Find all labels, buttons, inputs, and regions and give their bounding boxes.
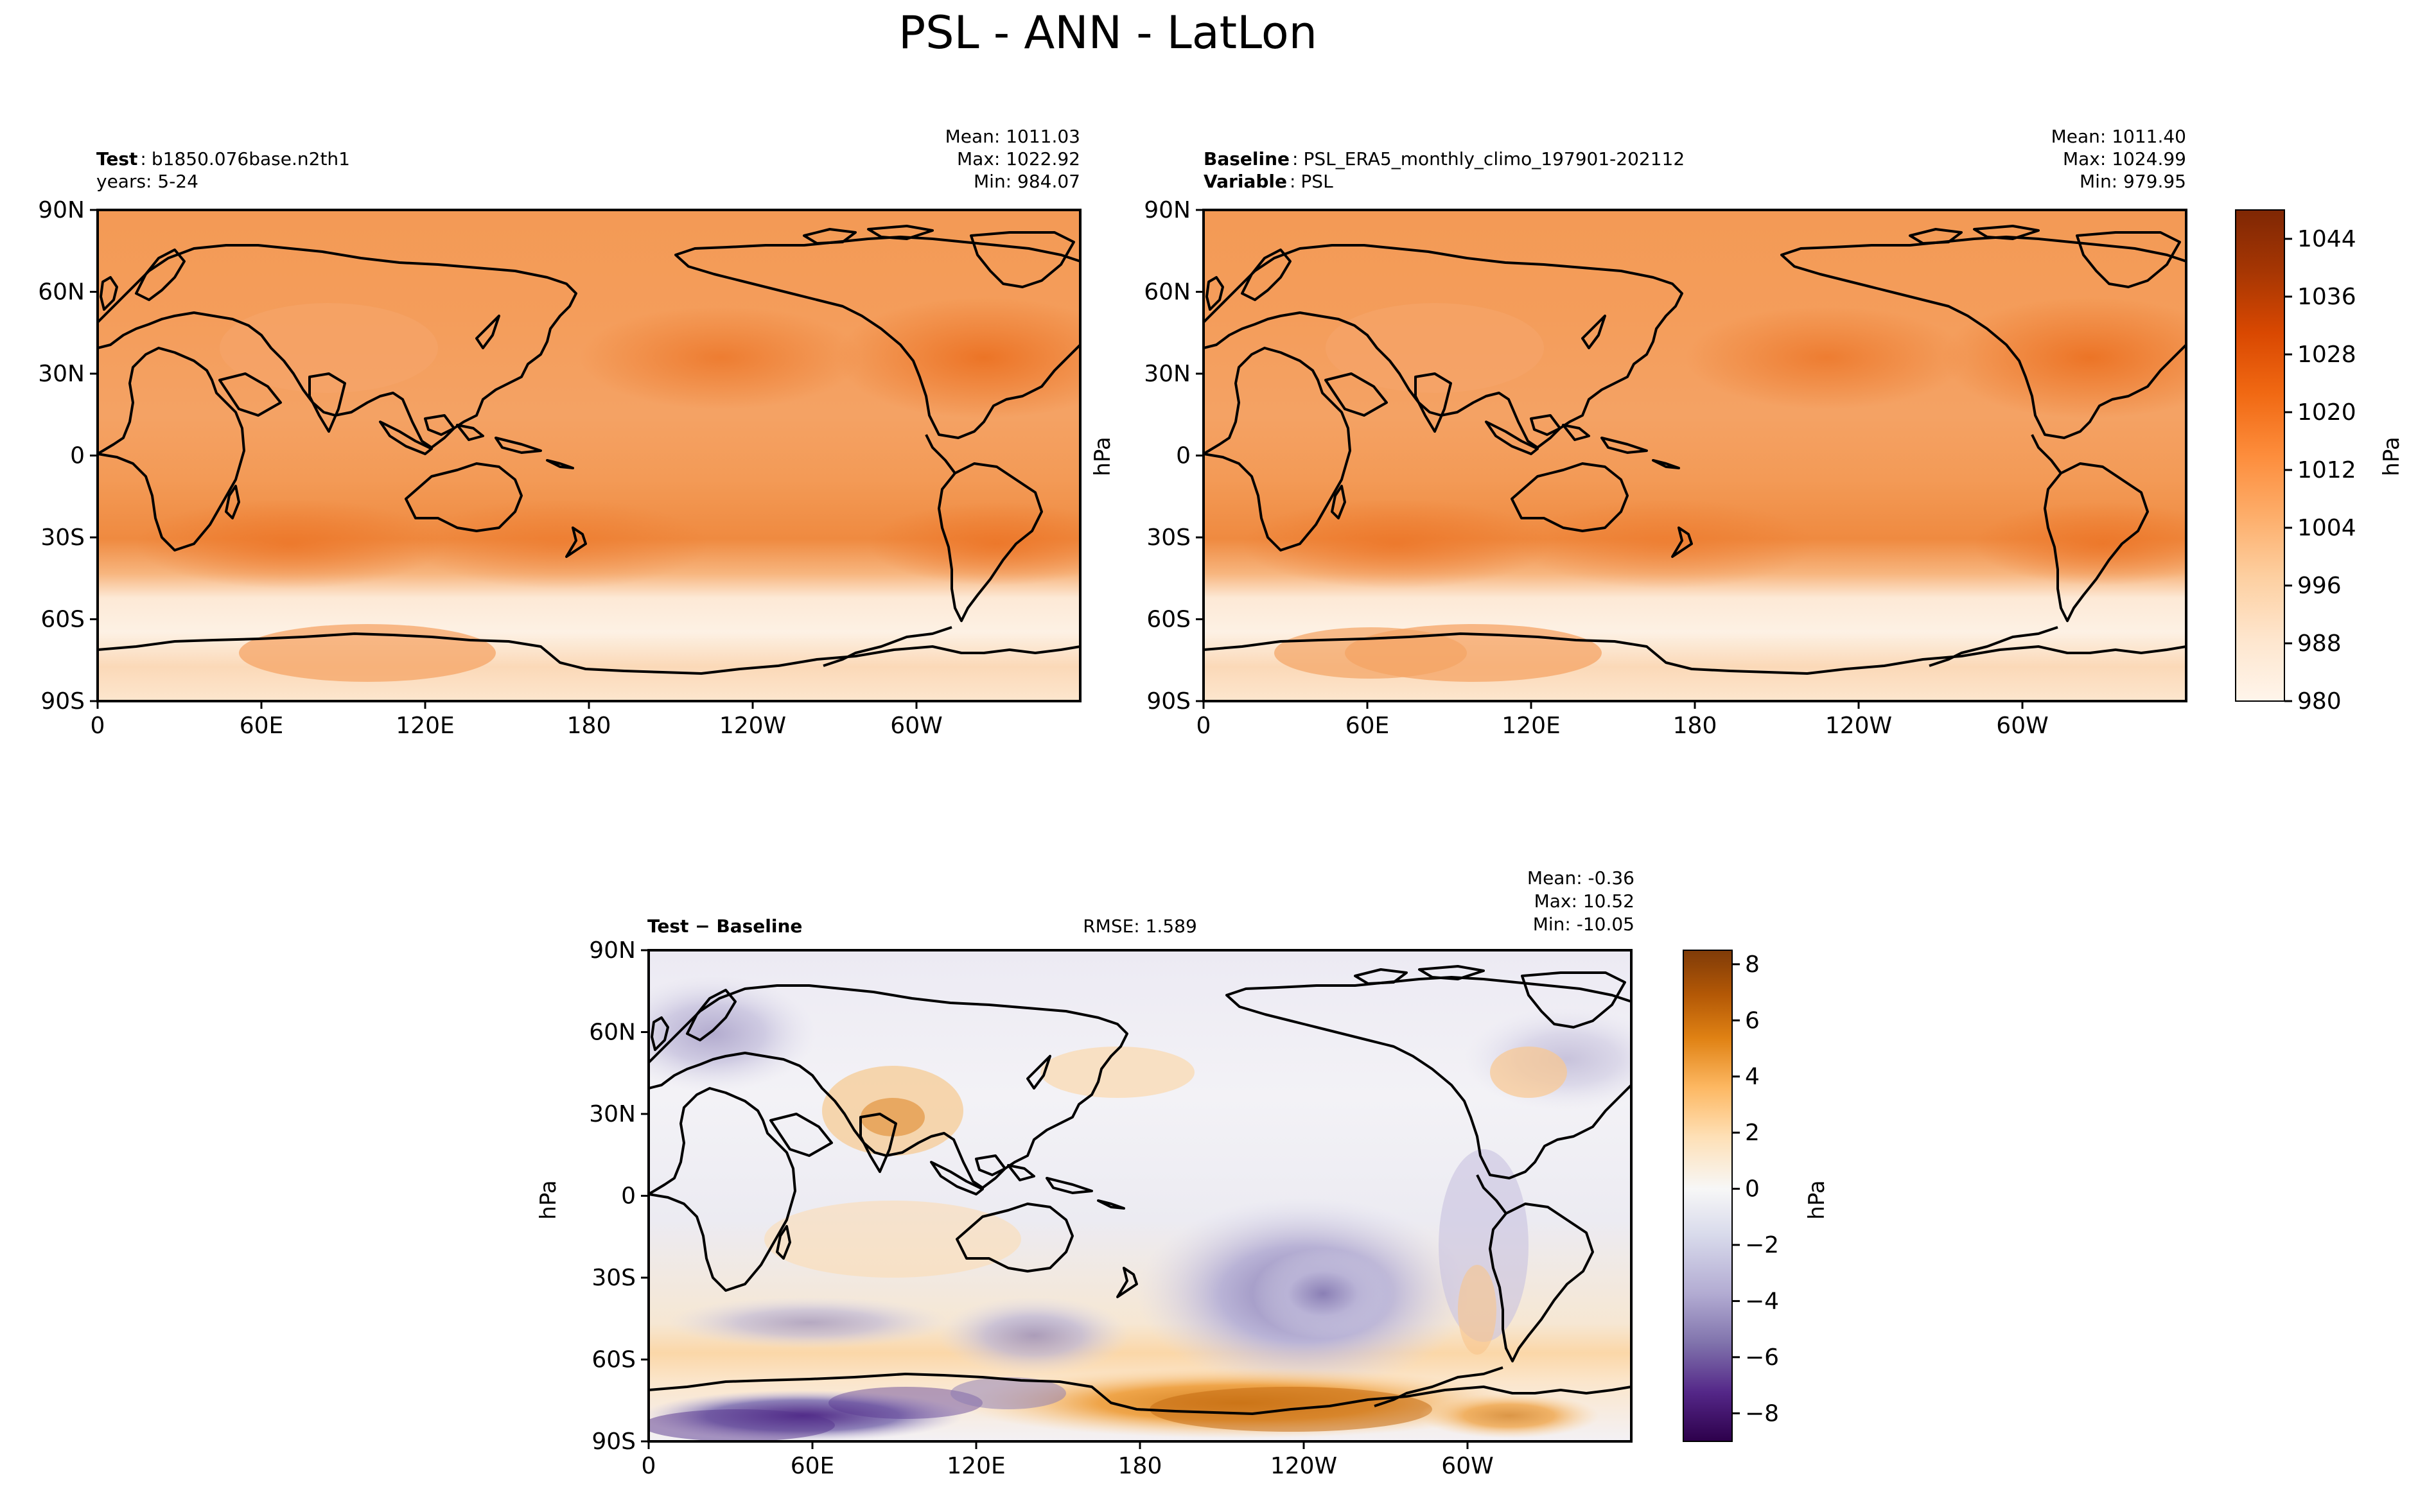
colorbar-absolute-label: hPa [2379, 437, 2405, 476]
xtick-label: 0 [1196, 713, 1211, 739]
colorbar-tick-label: 2 [1745, 1120, 1760, 1146]
xtick-label: 120W [719, 713, 786, 739]
panel-test-label-text: b1850.076base.n2th1 [152, 148, 350, 169]
ytick-label: 30N [589, 1101, 636, 1127]
panel-test-axes: 0 60E 120E 180 120W 60W 90N 60N 30N 0 30S 60S 90S [38, 197, 942, 739]
ytick-label: 30S [591, 1265, 636, 1291]
colorbar-tick-label: 1036 [2297, 284, 2356, 310]
ytick-label: 90S [591, 1429, 636, 1455]
ytick-label: 90S [40, 688, 85, 715]
xtick-label: 120W [1270, 1453, 1337, 1479]
panel-difference-label: Test − Baseline [647, 916, 802, 937]
panel-difference-rmse: RMSE: 1.589 [1083, 916, 1197, 937]
panel-test-mean: Mean: 1011.03 [945, 126, 1080, 147]
panel-difference-ylabel: hPa [536, 1180, 561, 1219]
ytick-label: 60N [589, 1020, 636, 1046]
panel-baseline-label-text: PSL_ERA5_monthly_climo_197901-202112 [1303, 148, 1685, 169]
ytick-label: 0 [621, 1183, 636, 1210]
figure-title: PSL - ANN - LatLon [898, 6, 1317, 59]
panel-test-min: Min: 984.07 [974, 171, 1080, 192]
panel-baseline-axes: 0 60E 120E 180 120W 60W 90N 60N 30N 0 30S 60S 90S [1144, 197, 2048, 739]
colorbar-tick-label: 1004 [2297, 515, 2356, 541]
xtick-label: 0 [642, 1453, 656, 1479]
colorbar-difference-bar [1683, 950, 1733, 1442]
colorbar-absolute: 1044 1036 1028 1020 1012 1004 996 988 980 hPa [2235, 209, 2405, 715]
panel-baseline-label2: Variable: PSL [1204, 171, 1333, 192]
colorbar-absolute-bar [2235, 209, 2285, 702]
panel-difference-map [647, 949, 1633, 1443]
ytick-label: 0 [70, 443, 85, 469]
xtick-label: 120W [1825, 713, 1892, 739]
xtick-label: 120E [1502, 713, 1560, 739]
panel-test-map [96, 209, 1082, 702]
xtick-label: 0 [91, 713, 105, 739]
ytick-label: 0 [1176, 443, 1191, 469]
xtick-label: 60W [1996, 713, 2048, 739]
ytick-label: 90N [38, 197, 85, 223]
xtick-label: 60W [1441, 1453, 1493, 1479]
xtick-label: 180 [567, 713, 611, 739]
ytick-label: 60N [1144, 279, 1191, 306]
colorbar-absolute-ticks: 1044 1036 1028 1020 1012 1004 996 988 980 [2284, 226, 2356, 715]
colorbar-tick-label: 4 [1745, 1064, 1760, 1090]
xtick-label: 120E [396, 713, 454, 739]
xtick-label: 120E [947, 1453, 1005, 1479]
panel-baseline-ylabel: hPa [1090, 437, 1116, 476]
panel-baseline: Baseline: PSL_ERA5_monthly_climo_197901-2… [1090, 126, 2187, 739]
colorbar-tick-label: −2 [1745, 1232, 1779, 1258]
colorbar-tick-label: 1012 [2297, 457, 2356, 483]
colorbar-tick-label: 6 [1745, 1007, 1760, 1034]
panel-test-max: Max: 1022.92 [957, 148, 1080, 169]
panel-test-subtext: years: 5-24 [96, 171, 198, 192]
panel-test-label: Test: b1850.076base.n2th1 [96, 148, 350, 169]
panel-baseline-mean: Mean: 1011.40 [2051, 126, 2186, 147]
colorbar-tick-label: −8 [1745, 1400, 1779, 1427]
colorbar-difference: 8 6 4 2 0 −2 −4 −6 −8 hPa [1683, 950, 1830, 1442]
panel-baseline-map [1202, 209, 2187, 702]
colorbar-tick-label: −6 [1745, 1344, 1779, 1371]
xtick-label: 60E [791, 1453, 835, 1479]
colorbar-difference-label: hPa [1804, 1180, 1830, 1219]
ytick-label: 30S [1146, 525, 1191, 551]
panel-difference-axes: 0 60E 120E 180 120W 60W 90N 60N 30N 0 30S 60S 90S [589, 937, 1493, 1479]
ytick-label: 30N [38, 361, 85, 387]
panel-baseline-label2-text: PSL [1301, 171, 1333, 192]
panel-test: Test: b1850.076base.n2th1 years: 5-24 Mea… [38, 126, 1082, 739]
panel-baseline-label-bold: Baseline [1204, 148, 1290, 169]
panel-test-label-bold: Test [96, 148, 137, 169]
panel-baseline-label2-bold: Variable [1204, 171, 1287, 192]
xtick-label: 60E [1345, 713, 1390, 739]
colorbar-tick-label: 980 [2297, 688, 2342, 715]
colorbar-tick-label: 988 [2297, 630, 2342, 657]
panel-baseline-label: Baseline: PSL_ERA5_monthly_climo_197901-2… [1204, 148, 1685, 169]
colorbar-tick-label: 1020 [2297, 399, 2356, 426]
ytick-label: 30N [1144, 361, 1191, 387]
ytick-label: 60N [38, 279, 85, 306]
panel-difference-mean: Mean: -0.36 [1527, 867, 1634, 889]
colorbar-tick-label: 1044 [2297, 226, 2356, 252]
ytick-label: 90N [589, 937, 636, 964]
ytick-label: 90N [1144, 197, 1191, 223]
panel-baseline-min: Min: 979.95 [2080, 171, 2186, 192]
xtick-label: 60W [890, 713, 942, 739]
colorbar-tick-label: 996 [2297, 573, 2342, 599]
panel-difference: Test − Baseline RMSE: 1.589 Mean: -0.36 … [536, 867, 1634, 1479]
panel-difference-max: Max: 10.52 [1534, 891, 1634, 912]
panel-baseline-max: Max: 1024.99 [2063, 148, 2186, 169]
ytick-label: 60S [40, 607, 85, 633]
xtick-label: 180 [1118, 1453, 1162, 1479]
xtick-label: 60E [240, 713, 284, 739]
xtick-label: 180 [1673, 713, 1717, 739]
ytick-label: 60S [591, 1347, 636, 1373]
colorbar-tick-label: 8 [1745, 952, 1760, 978]
ytick-label: 60S [1146, 607, 1191, 633]
colorbar-tick-label: 0 [1745, 1176, 1760, 1203]
ytick-label: 90S [1146, 688, 1191, 715]
colorbar-tick-label: 1028 [2297, 342, 2356, 368]
ytick-label: 30S [40, 525, 85, 551]
panel-difference-min: Min: -10.05 [1533, 914, 1634, 935]
colorbar-tick-label: −4 [1745, 1288, 1779, 1314]
colorbar-difference-ticks: 8 6 4 2 0 −2 −4 −6 −8 [1732, 952, 1779, 1427]
